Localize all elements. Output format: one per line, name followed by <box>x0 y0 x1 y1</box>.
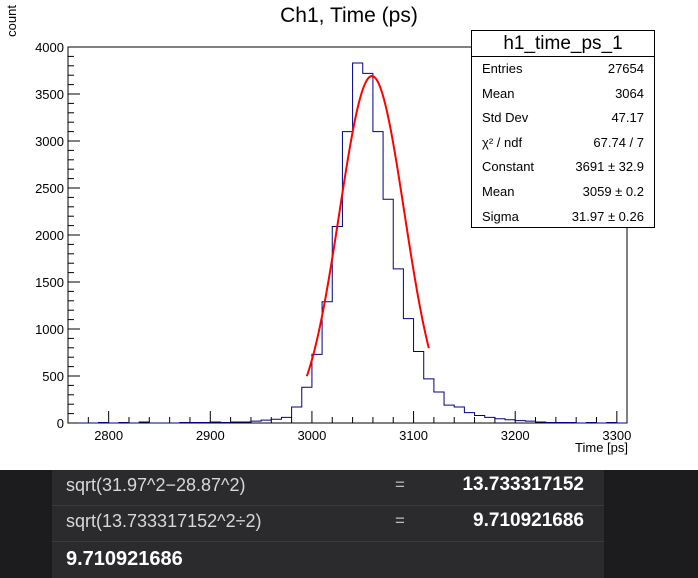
chart-canvas: Ch1, Time (ps) count Time [ps] 0 500 1000 1… <box>4 4 655 455</box>
x-tick-label: 2800 <box>94 428 123 443</box>
chart-title: Ch1, Time (ps) <box>280 4 418 27</box>
calc-history-row-1[interactable]: sqrt(31.97^2−28.87^2) = 13.733317152 <box>52 470 604 506</box>
y-tick-label: 500 <box>42 369 64 384</box>
calc-expression: sqrt(13.733317152^2÷2) <box>66 511 262 531</box>
calc-equals: = <box>395 511 405 530</box>
y-tick-label: 4000 <box>35 40 64 55</box>
y-tick-label: 1000 <box>35 322 64 337</box>
stats-row: Mean 3059 ± 0.2 <box>472 180 654 205</box>
histogram-series <box>78 62 627 424</box>
stats-value: 31.97 ± 0.26 <box>571 208 644 224</box>
calc-equals: = <box>395 475 405 494</box>
x-tick-label: 2900 <box>196 428 225 443</box>
stats-label: Mean <box>482 183 515 199</box>
histogram-plot: 0 500 1000 1500 2000 2500 3000 3500 4000 2800 2900… <box>35 40 631 443</box>
stats-value: 27654 <box>607 61 644 76</box>
stats-row: χ² / ndf 67.74 / 7 <box>472 131 654 156</box>
y-tick-label: 1500 <box>35 275 64 290</box>
x-tick-label: 3200 <box>501 428 530 443</box>
y-tick-label: 2000 <box>35 228 64 243</box>
x-tick-label: 3300 <box>602 428 631 443</box>
calc-result: 9.710921686 <box>473 510 584 531</box>
calculator-area: sqrt(31.97^2−28.87^2) = 13.733317152 sqr… <box>0 470 698 578</box>
calc-expression: sqrt(31.97^2−28.87^2) <box>66 475 246 495</box>
stats-label: χ² / ndf <box>482 134 523 150</box>
stats-row: Entries 27654 <box>472 57 654 82</box>
stats-label: Constant <box>482 159 535 175</box>
calculator-history-panel: sqrt(31.97^2−28.87^2) = 13.733317152 sqr… <box>52 470 604 578</box>
stats-row: Std Dev 47.17 <box>472 106 654 131</box>
stats-box: h1_time_ps_1 Entries 27654 Mean 3064 Std Dev… <box>471 30 655 228</box>
calc-current-result[interactable]: 9.710921686 <box>66 548 183 570</box>
y-tick-label: 3000 <box>35 134 64 149</box>
stats-label: Sigma <box>482 208 519 224</box>
stats-value: 3059 ± 0.2 <box>582 183 644 199</box>
stats-label: Mean <box>482 85 515 101</box>
stats-value: 47.17 <box>611 110 644 126</box>
x-axis-label: Time [ps] <box>575 440 628 455</box>
stats-row: Constant 3691 ± 32.9 <box>472 155 654 180</box>
x-tick-label: 3100 <box>399 428 428 443</box>
stats-value: 3691 ± 32.9 <box>575 159 644 175</box>
calc-result: 13.733317152 <box>462 474 584 495</box>
stats-row: Mean 3064 <box>472 82 654 107</box>
y-tick-label: 2500 <box>35 181 64 196</box>
x-tick-label: 3000 <box>297 428 326 443</box>
gaussian-fit-curve <box>305 75 430 377</box>
stats-label: Std Dev <box>482 110 529 126</box>
stats-value: 67.74 / 7 <box>593 134 644 150</box>
y-tick-label: 3500 <box>35 87 64 102</box>
calc-history-row-2[interactable]: sqrt(13.733317152^2÷2) = 9.710921686 <box>52 506 604 542</box>
stats-value: 3064 <box>615 85 644 101</box>
stats-row: Sigma 31.97 ± 0.26 <box>472 205 654 230</box>
stats-title: h1_time_ps_1 <box>472 31 654 57</box>
y-tick-label: 0 <box>57 416 64 431</box>
stats-label: Entries <box>482 61 523 76</box>
